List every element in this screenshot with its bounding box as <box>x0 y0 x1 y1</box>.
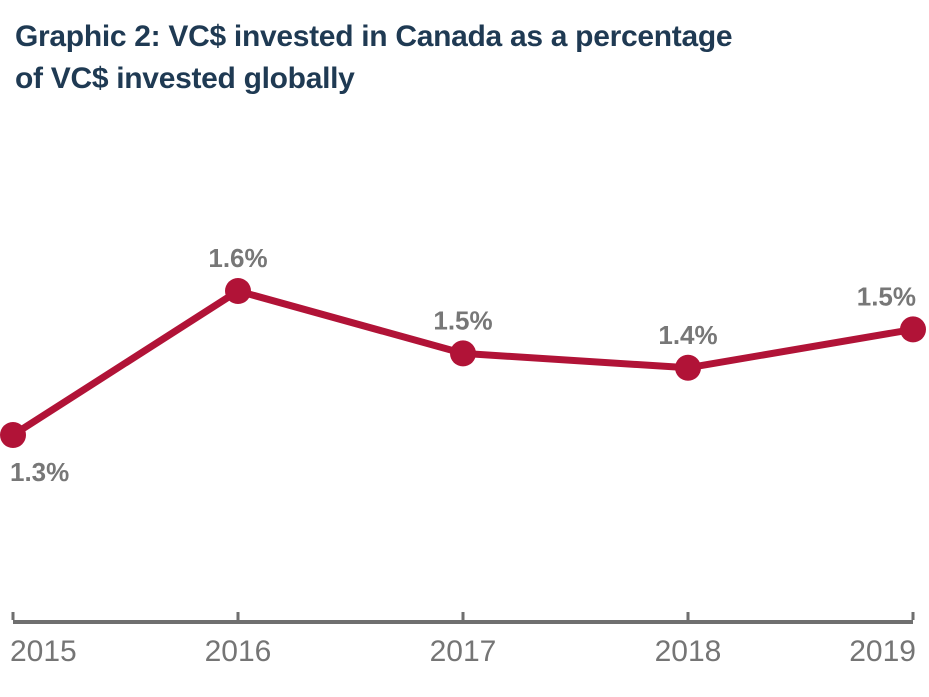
x-axis-label-2016: 2016 <box>205 635 272 668</box>
data-point-2018 <box>675 354 701 381</box>
x-axis-label-2015: 2015 <box>10 635 77 668</box>
data-point-2019 <box>900 316 926 343</box>
chart-title-line2: of VC$ invested globally <box>15 62 355 95</box>
data-point-2015 <box>0 422 26 448</box>
chart-title: Graphic 2: VC$ invested in Canada as a p… <box>15 16 733 100</box>
data-label-2015: 1.3% <box>10 457 69 487</box>
x-axis-label-2017: 2017 <box>430 635 497 668</box>
data-point-2016 <box>225 278 251 304</box>
x-axis-label-2018: 2018 <box>655 635 722 668</box>
data-label-2017: 1.5% <box>433 305 492 335</box>
data-point-2017 <box>450 340 476 367</box>
data-label-2016: 1.6% <box>208 243 267 273</box>
data-label-2019: 1.5% <box>857 281 916 311</box>
x-axis-label-2019: 2019 <box>849 635 916 668</box>
chart-title-line1: Graphic 2: VC$ invested in Canada as a p… <box>15 20 733 53</box>
chart-header: Graphic 2: VC$ invested in Canada as a p… <box>15 16 733 100</box>
data-label-2018: 1.4% <box>658 320 717 350</box>
